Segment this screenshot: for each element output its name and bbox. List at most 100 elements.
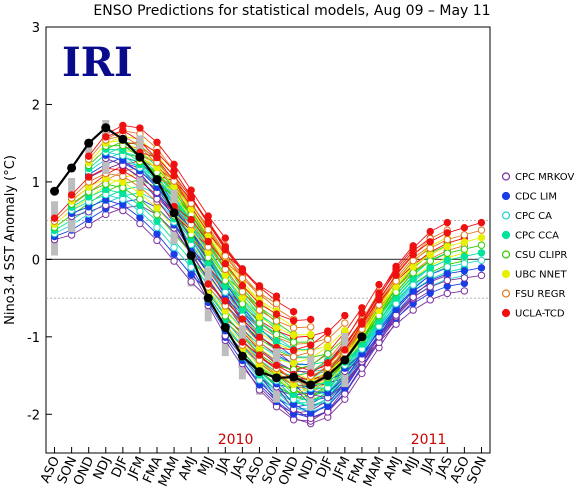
y-tick-label: 2	[32, 98, 40, 113]
forecast-point	[187, 194, 195, 202]
forecast-point	[443, 289, 452, 298]
forecast-point	[221, 234, 230, 242]
observed-point	[50, 186, 60, 196]
observed-point	[118, 134, 128, 144]
forecast-point	[426, 289, 434, 297]
forecast-point	[426, 227, 434, 236]
forecast-point	[238, 294, 247, 302]
forecast-point	[443, 249, 452, 257]
forecast-point	[477, 218, 486, 227]
forecast-point	[221, 297, 230, 305]
forecast-point	[477, 271, 486, 280]
forecast-point	[477, 264, 486, 272]
forecast-point	[289, 359, 298, 367]
forecast-point	[255, 351, 264, 359]
legend-label: UBC NNET	[515, 270, 567, 281]
forecast-point	[255, 282, 264, 290]
observed-point	[357, 332, 367, 342]
forecast-point	[221, 245, 230, 254]
forecast-point	[426, 263, 434, 272]
observed-point	[101, 123, 111, 133]
forecast-point	[443, 235, 452, 244]
observed-point	[323, 371, 333, 381]
forecast-point	[272, 300, 281, 308]
forecast-point	[409, 306, 417, 314]
chart-title: ENSO Predictions for statistical models,…	[93, 3, 490, 19]
observed-point	[84, 138, 94, 148]
y-tick-label: -1	[27, 331, 40, 346]
forecast-point	[238, 274, 247, 283]
observed-point	[254, 367, 264, 377]
forecast-point	[460, 267, 469, 275]
forecast-point	[426, 250, 434, 259]
observed-point	[152, 175, 162, 185]
forecast-point	[306, 315, 315, 324]
observed-point	[67, 163, 77, 173]
forecast-point	[289, 331, 298, 339]
forecast-point	[204, 280, 212, 288]
forecast-point	[392, 320, 400, 328]
x-tick-label: MJJ	[400, 454, 422, 477]
legend-label: CDC LIM	[515, 192, 557, 203]
forecast-point	[409, 275, 417, 283]
forecast-point	[289, 316, 298, 325]
legend-marker	[501, 230, 511, 240]
forecast-point	[443, 242, 452, 251]
observed-point	[169, 208, 179, 218]
forecast-point	[272, 317, 281, 325]
forecast-point	[136, 189, 144, 197]
forecast-point	[341, 346, 349, 354]
forecast-point	[289, 307, 298, 316]
year-label: 2010	[218, 432, 254, 448]
forecast-point	[136, 219, 144, 228]
observed-point	[220, 323, 230, 333]
forecast-point	[170, 160, 178, 169]
forecast-point	[392, 265, 400, 273]
forecast-point	[409, 244, 417, 252]
legend-label: CPC CA	[515, 211, 552, 222]
forecast-point	[170, 250, 178, 258]
forecast-point	[255, 306, 264, 314]
forecast-point	[136, 195, 144, 203]
forecast-point	[443, 229, 452, 237]
forecast-point	[324, 359, 332, 367]
forecast-point	[153, 223, 161, 232]
forecast-point	[409, 287, 417, 295]
forecast-point	[187, 270, 195, 279]
forecast-point	[358, 309, 366, 317]
forecast-point	[272, 310, 281, 318]
forecast-point	[119, 126, 127, 135]
legend-marker	[501, 250, 511, 259]
iri-logo: IRI	[62, 39, 133, 86]
legend-marker	[501, 269, 511, 279]
legend-label: CPC MRKOV	[515, 172, 574, 183]
forecast-point	[477, 256, 486, 265]
forecast-point	[306, 369, 315, 377]
forecast-point	[409, 269, 417, 277]
forecast-point	[426, 283, 434, 291]
forecast-point	[187, 263, 195, 272]
forecast-point	[255, 300, 264, 308]
plot-frame	[45, 26, 491, 454]
observed-point	[306, 380, 316, 390]
forecast-point	[153, 236, 161, 245]
forecast-point	[238, 281, 247, 290]
forecast-point	[136, 207, 144, 216]
forecast-point	[84, 152, 93, 160]
forecast-point	[443, 269, 452, 278]
forecast-point	[460, 287, 469, 295]
forecast-point	[289, 324, 298, 332]
forecast-point	[221, 252, 230, 260]
forecast-point	[460, 231, 469, 239]
forecast-point	[306, 348, 315, 356]
forecast-point	[221, 259, 230, 268]
forecast-point	[272, 330, 281, 339]
forecast-point	[409, 256, 417, 265]
legend-label: CPC CCA	[515, 231, 559, 242]
forecast-point	[358, 320, 366, 328]
legend-marker	[501, 308, 511, 318]
legend-label: CSU CLIPR	[515, 250, 567, 261]
forecast-point	[426, 276, 434, 285]
